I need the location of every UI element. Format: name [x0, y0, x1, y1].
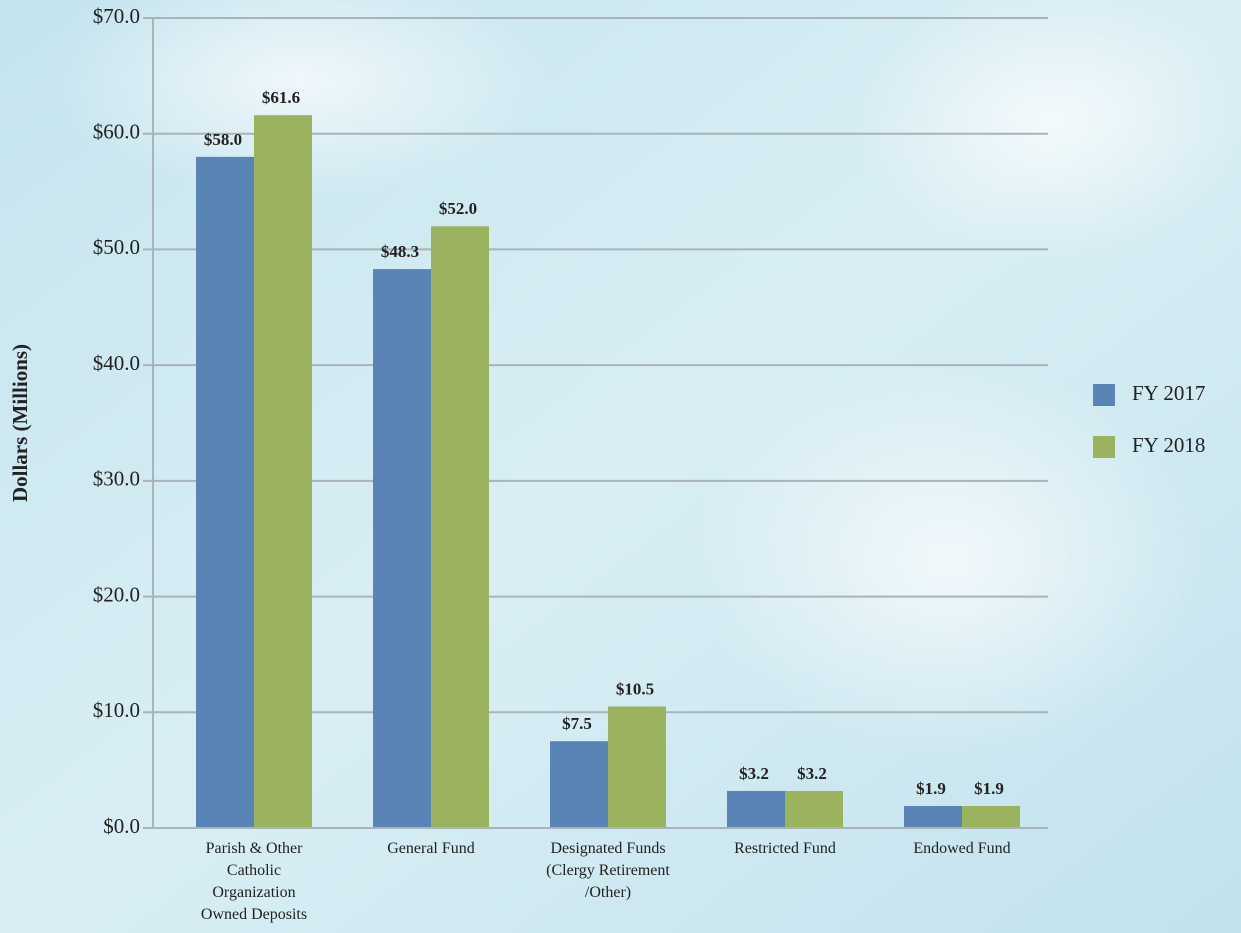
- y-tick-label: $10.0: [93, 698, 140, 722]
- y-tick-label: $50.0: [93, 235, 140, 259]
- value-label: $10.5: [616, 679, 654, 698]
- y-tick-label: $70.0: [93, 4, 140, 28]
- legend-swatch: [1093, 384, 1115, 406]
- value-label: $58.0: [204, 130, 242, 149]
- y-tick-label: $30.0: [93, 467, 140, 491]
- bar: [254, 115, 312, 828]
- x-tick-label: Restricted Fund: [734, 840, 836, 857]
- y-tick-label: $40.0: [93, 351, 140, 375]
- cloud: [50, 0, 550, 200]
- value-label: $61.6: [262, 88, 300, 107]
- x-tick-label: Parish & Other Catholic Organization Owned …: [201, 840, 307, 923]
- bar: [550, 741, 608, 828]
- y-axis-title: Dollars (Millions): [8, 344, 32, 502]
- legend-label: FY 2017: [1132, 381, 1205, 405]
- value-label: $1.9: [974, 779, 1004, 798]
- bar: [962, 806, 1020, 828]
- value-label: $3.2: [797, 764, 827, 783]
- bar: [608, 706, 666, 828]
- bar: [785, 790, 843, 828]
- bar: [373, 269, 431, 829]
- cloud: [850, 0, 1241, 260]
- y-tick-label: $0.0: [103, 814, 140, 838]
- x-tick-label: General Fund: [387, 840, 475, 857]
- x-tick-label: Endowed Fund: [913, 840, 1010, 857]
- value-label: $48.3: [381, 242, 419, 261]
- legend-label: FY 2018: [1132, 433, 1205, 457]
- value-label: $1.9: [916, 779, 946, 798]
- bar: [904, 806, 962, 828]
- cloud: [690, 360, 1210, 760]
- legend-swatch: [1093, 436, 1115, 458]
- value-label: $3.2: [739, 764, 769, 783]
- y-tick-label: $60.0: [93, 120, 140, 144]
- y-tick-label: $20.0: [93, 582, 140, 606]
- x-tick-label: Designated Funds (Clergy Retirement/Other…: [546, 840, 670, 901]
- bar: [431, 226, 489, 829]
- bar: [727, 790, 785, 828]
- bar: [196, 156, 254, 828]
- value-label: $7.5: [562, 714, 592, 733]
- value-label: $52.0: [439, 199, 477, 218]
